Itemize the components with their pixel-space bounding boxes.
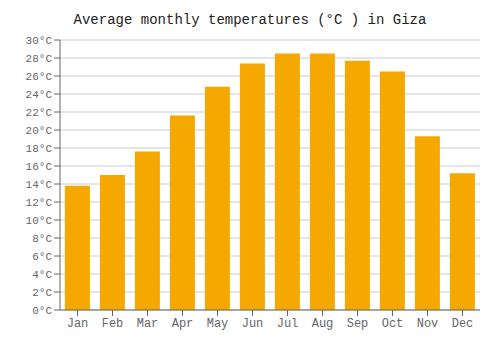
- svg-text:Jun: Jun: [242, 317, 264, 331]
- svg-text:22°C: 22°C: [26, 107, 53, 119]
- svg-text:20°C: 20°C: [26, 125, 53, 137]
- svg-text:8°C: 8°C: [32, 233, 52, 245]
- svg-text:10°C: 10°C: [26, 215, 53, 227]
- html-text:Average monthly temperatures (: Average monthly temperatures (°C ) in Gi…: [73, 12, 427, 28]
- svg-text:Jul: Jul: [277, 317, 299, 331]
- svg-text:Feb: Feb: [102, 317, 124, 331]
- svg-text:30°C: 30°C: [26, 35, 53, 47]
- svg-text:Sep: Sep: [347, 317, 369, 331]
- svg-text:14°C: 14°C: [26, 179, 53, 191]
- svg-text:Jan: Jan: [67, 317, 89, 331]
- svg-text:24°C: 24°C: [26, 89, 53, 101]
- svg-text:Oct: Oct: [382, 317, 404, 331]
- svg-text:6°C: 6°C: [32, 251, 52, 263]
- svg-text:12°C: 12°C: [26, 197, 53, 209]
- svg-text:Nov: Nov: [417, 317, 439, 331]
- svg-text:28°C: 28°C: [26, 53, 53, 65]
- svg-text:4°C: 4°C: [32, 269, 52, 281]
- svg-text:Mar: Mar: [137, 317, 159, 331]
- svg-text:2°C: 2°C: [32, 287, 52, 299]
- svg-text:16°C: 16°C: [26, 161, 53, 173]
- svg-text:26°C: 26°C: [26, 71, 53, 83]
- svg-text:Dec: Dec: [452, 317, 474, 331]
- svg-text:Apr: Apr: [172, 317, 194, 331]
- svg-text:0°C: 0°C: [32, 305, 52, 317]
- svg-text:18°C: 18°C: [26, 143, 53, 155]
- svg-text:May: May: [207, 317, 229, 331]
- svg-text:Aug: Aug: [312, 317, 334, 331]
